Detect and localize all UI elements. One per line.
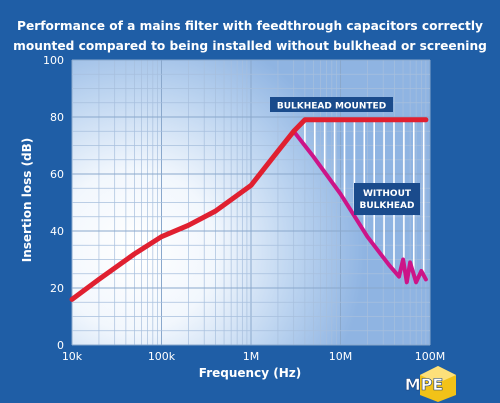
y-axis-label: Insertion loss (dB) <box>20 137 34 263</box>
title-line-2: mounted compared to being installed with… <box>13 39 487 53</box>
mpe-logo: MPE <box>404 366 456 402</box>
chart-title: Performance of a mains filter with feedt… <box>0 16 500 56</box>
y-tick-label: 40 <box>50 225 64 238</box>
annotation-box-bulkhead-mounted <box>270 97 393 112</box>
x-tick-label: 10M <box>329 350 353 363</box>
logo-hexagon-top <box>420 366 456 383</box>
annotation-bulkhead-mounted: BULKHEAD MOUNTED <box>277 102 386 112</box>
x-tick-label: 100M <box>415 350 446 363</box>
x-axis-label: Frequency (Hz) <box>198 366 302 380</box>
x-tick-label: 10k <box>62 350 83 363</box>
y-tick-label: 80 <box>50 111 64 124</box>
y-tick-label: 60 <box>50 168 64 181</box>
tick-labels: 10k 100k 1M 10M 100M 0 20 40 60 80 100 <box>43 54 445 363</box>
series-group <box>69 117 429 302</box>
title-line-1: Performance of a mains filter with feedt… <box>17 19 483 33</box>
y-tick-label: 20 <box>50 282 64 295</box>
x-tick-label: 100k <box>148 350 176 363</box>
annotation-without-bulkhead: WITHOUT <box>363 189 412 199</box>
annotation-without-bulkhead-line-2: BULKHEAD <box>360 201 415 211</box>
x-tick-label: 1M <box>243 350 260 363</box>
series-line-bulkhead-mounted <box>69 117 429 302</box>
annotations: BULKHEAD MOUNTED WITHOUT BULKHEAD <box>270 97 420 215</box>
annotation-box-without-bulkhead <box>354 183 420 215</box>
y-tick-label: 100 <box>43 54 64 67</box>
logo-text: MPE <box>405 375 444 394</box>
series-line-without-bulkhead <box>291 129 428 285</box>
y-tick-label: 0 <box>57 339 64 352</box>
